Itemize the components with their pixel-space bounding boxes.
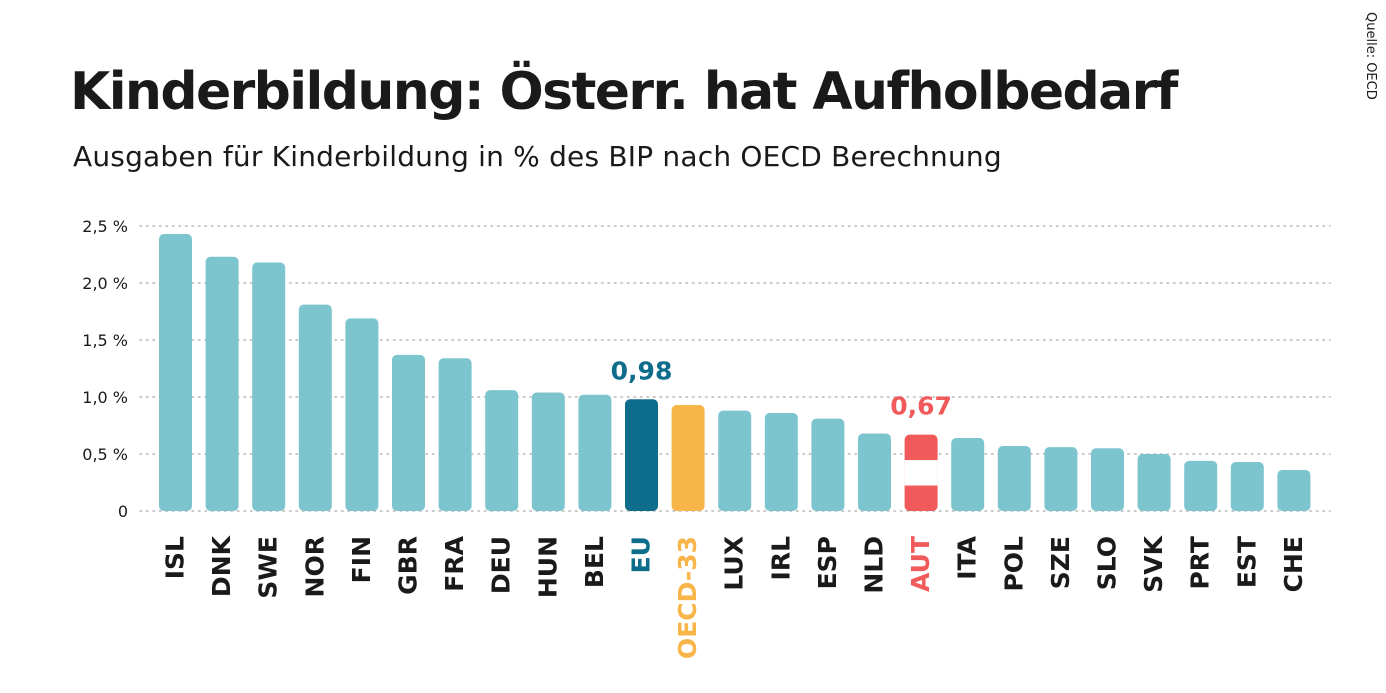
bar-prt xyxy=(1184,460,1218,511)
x-tick-label-nor: NOR xyxy=(300,536,329,597)
chart-subtitle: Ausgaben für Kinderbildung in % des BIP … xyxy=(73,140,1002,173)
bar-isl xyxy=(159,233,192,512)
x-tick-label-che: CHE xyxy=(1279,536,1308,592)
x-tick-label-est: EST xyxy=(1232,536,1261,588)
bar-oecd-33 xyxy=(671,404,705,511)
bar-eu xyxy=(625,399,658,511)
bar-aut-white-stripe xyxy=(904,460,938,486)
y-axis-ticks: 0 0,5 % 1,0 % 1,5 % 2,0 % 2,5 % xyxy=(82,217,128,521)
x-tick-label-lux: LUX xyxy=(720,536,749,591)
bar-esp xyxy=(811,418,845,511)
value-label-aut: 0,67 xyxy=(890,392,952,421)
bar-irl xyxy=(764,412,798,511)
x-tick-label-bel: BEL xyxy=(580,536,609,588)
y-tick-label: 1,0 % xyxy=(82,388,128,407)
y-tick-label: 0 xyxy=(118,502,128,521)
bar-slo xyxy=(1091,448,1124,511)
bar-pol xyxy=(997,446,1031,511)
bar-che xyxy=(1277,469,1311,511)
x-tick-label-slo: SLO xyxy=(1093,536,1122,590)
value-labels: 0,98 0,67 xyxy=(611,356,952,420)
x-tick-label-isl: ISL xyxy=(161,536,190,579)
x-tick-label-oecd-33: OECD-33 xyxy=(673,536,702,659)
y-tick-label: 0,5 % xyxy=(82,445,128,464)
y-tick-label: 2,0 % xyxy=(82,274,128,293)
chart-title: Kinderbildung: Österr. hat Aufholbedarf xyxy=(70,62,1178,122)
bar-swe xyxy=(252,262,286,511)
x-tick-label-deu: DEU xyxy=(487,536,516,594)
bar-fra xyxy=(438,358,472,511)
x-tick-label-esp: ESP xyxy=(813,536,842,589)
x-tick-label-aut: AUT xyxy=(906,536,935,592)
bars xyxy=(159,233,1311,512)
bar-lux xyxy=(718,410,752,511)
bar-nld xyxy=(858,433,891,511)
y-tick-label: 1,5 % xyxy=(82,331,128,350)
x-tick-label-pol: POL xyxy=(999,536,1028,592)
x-tick-label-svk: SVK xyxy=(1139,534,1168,592)
x-tick-label-ita: ITA xyxy=(953,535,982,579)
x-tick-label-gbr: GBR xyxy=(394,536,423,595)
x-tick-label-irl: IRL xyxy=(766,536,795,581)
bar-bel xyxy=(578,394,612,511)
x-tick-label-sze: SZE xyxy=(1046,536,1075,589)
bar-fin xyxy=(345,318,379,511)
x-tick-label-nld: NLD xyxy=(860,536,889,594)
value-label-eu: 0,98 xyxy=(611,356,673,385)
y-tick-label: 2,5 % xyxy=(82,217,128,236)
x-tick-label-hun: HUN xyxy=(533,536,562,598)
x-tick-label-swe: SWE xyxy=(254,536,283,599)
x-axis-ticks: ISL DNK SWE NOR FIN GBR FRA DEU HUN BEL EU OECD-33 L… xyxy=(161,534,1308,659)
x-tick-label-fin: FIN xyxy=(347,536,376,583)
bar-sze xyxy=(1044,447,1078,511)
bar-deu xyxy=(485,390,519,511)
bar-hun xyxy=(531,392,565,511)
bar-ita xyxy=(951,438,985,511)
bar-gbr xyxy=(392,354,425,511)
bar-est xyxy=(1230,461,1264,511)
x-tick-label-eu: EU xyxy=(627,536,656,573)
x-tick-label-dnk: DNK xyxy=(207,534,236,597)
bar-aut xyxy=(904,434,938,511)
x-tick-label-prt: PRT xyxy=(1186,536,1215,590)
bar-nor xyxy=(298,304,332,511)
bar-dnk xyxy=(205,256,239,511)
bar-svk xyxy=(1137,454,1171,511)
x-tick-label-fra: FRA xyxy=(440,535,469,591)
